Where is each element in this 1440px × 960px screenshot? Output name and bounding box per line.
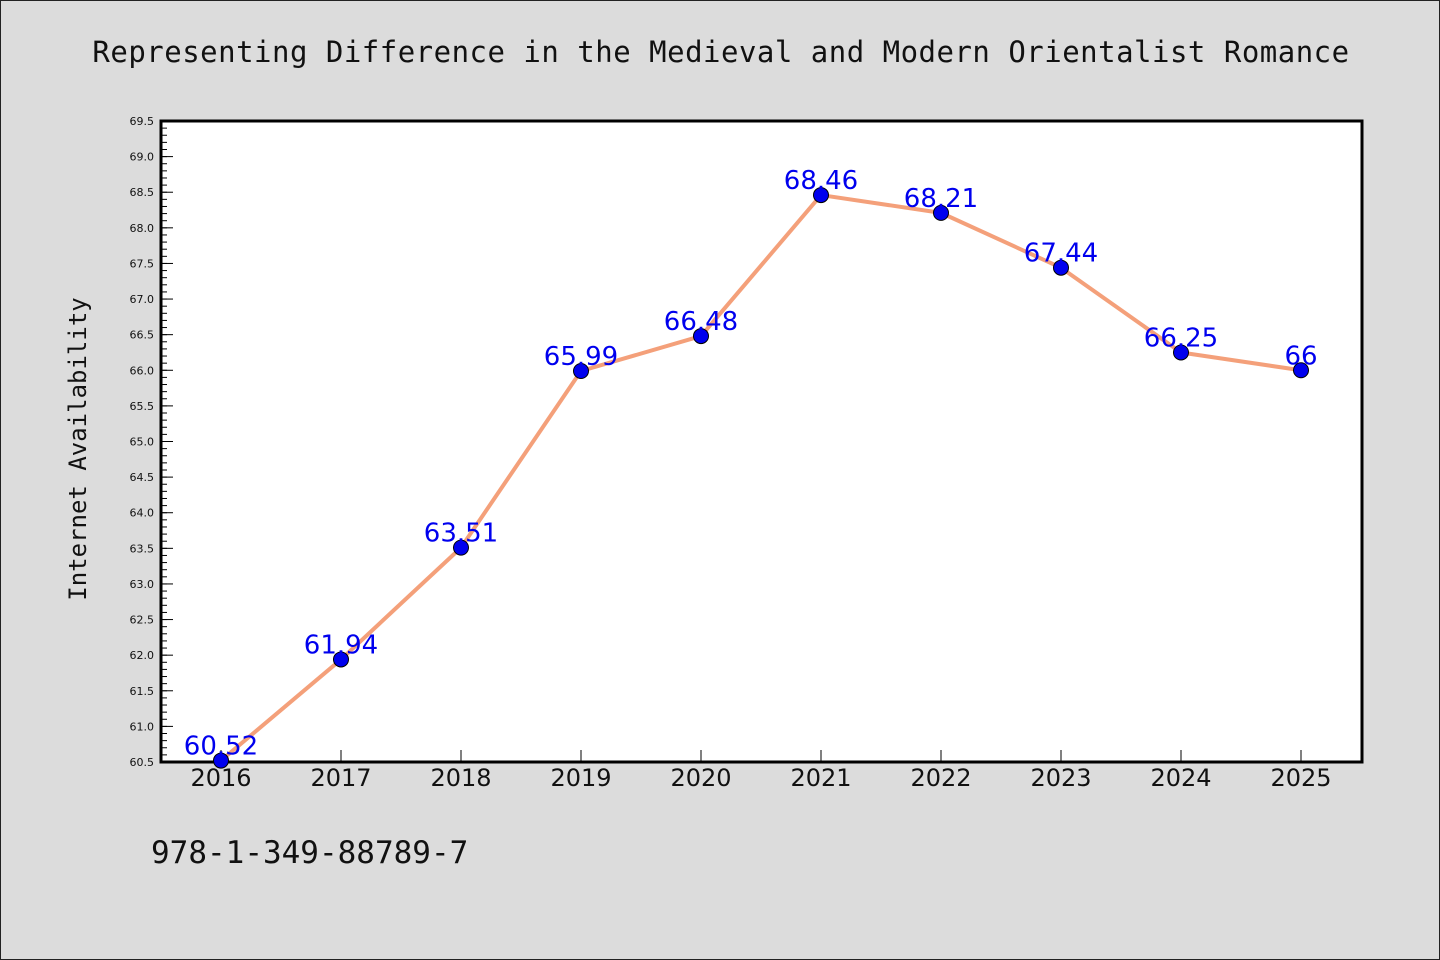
y-tick-label: 60.5 <box>130 756 155 769</box>
y-tick-label: 61.5 <box>130 685 155 698</box>
y-axis-label: Internet Availability <box>64 297 92 600</box>
data-point <box>213 752 229 769</box>
y-tick-label: 64.0 <box>130 507 155 520</box>
y-tick-label: 63.0 <box>130 578 155 591</box>
y-tick-label: 67.0 <box>130 293 155 306</box>
y-tick-label: 68.0 <box>130 222 155 235</box>
y-tick-label: 66.5 <box>130 329 155 342</box>
y-tick-label: 67.5 <box>130 257 155 270</box>
x-tick-label: 2021 <box>790 764 851 792</box>
data-point <box>933 204 949 221</box>
y-tick-label: 62.0 <box>130 649 155 662</box>
plot-area <box>159 119 1364 764</box>
x-tick-label: 2017 <box>310 764 371 792</box>
data-point <box>693 328 709 345</box>
data-point <box>573 362 589 379</box>
x-tick-label: 2024 <box>1150 764 1211 792</box>
series-line <box>219 193 1303 763</box>
data-label: 60.52 <box>184 732 258 762</box>
data-label: 66.25 <box>1144 323 1218 353</box>
data-label: 63.51 <box>424 519 498 549</box>
data-point <box>453 539 469 556</box>
x-tick-label: 2022 <box>910 764 971 792</box>
y-tick-label: 69.5 <box>130 115 155 128</box>
y-tick-label: 66.0 <box>130 364 155 377</box>
y-tick-label: 64.5 <box>130 471 155 484</box>
y-tick-label: 63.5 <box>130 542 155 555</box>
data-point <box>333 651 349 668</box>
series-group: 60.52 61.94 63.51 65.99 66.48 68.46 68.21 67.44… <box>184 166 1318 769</box>
data-point <box>1173 344 1189 361</box>
isbn-text: 978-1-349-88789-7 <box>151 835 469 871</box>
y-tick-label: 62.5 <box>130 614 155 627</box>
y-tick-label: 61.0 <box>130 720 155 733</box>
y-axis-ticks: 60.5 61.0 61.5 62.0 62.5 63.0 63.5 64.0 64.5 65.0… <box>130 115 173 769</box>
data-label: 68.21 <box>904 184 978 214</box>
data-point <box>1053 259 1069 276</box>
x-tick-label: 2019 <box>550 764 611 792</box>
y-tick-label: 65.5 <box>130 400 155 413</box>
data-point <box>1293 362 1309 379</box>
x-axis-ticks: 2016 2017 2018 2019 2020 2021 2022 2023 2024 2025 <box>190 750 1332 792</box>
y-tick-label: 69.0 <box>130 151 155 164</box>
data-label: 65.99 <box>544 342 618 372</box>
data-label: 66.48 <box>664 307 738 337</box>
y-tick-label: 68.5 <box>130 186 155 199</box>
data-label: 68.46 <box>784 166 858 196</box>
chart-title: Representing Difference in the Medieval … <box>92 35 1350 69</box>
data-label: 61.94 <box>304 630 378 660</box>
data-label: 66 <box>1284 341 1317 371</box>
y-tick-label: 65.0 <box>130 436 155 449</box>
data-label: 67.44 <box>1024 239 1098 269</box>
x-tick-label: 2016 <box>190 764 251 792</box>
x-tick-label: 2020 <box>670 764 731 792</box>
data-point <box>813 187 829 204</box>
x-tick-label: 2025 <box>1270 764 1331 792</box>
x-tick-label: 2018 <box>430 764 491 792</box>
x-tick-label: 2023 <box>1030 764 1091 792</box>
